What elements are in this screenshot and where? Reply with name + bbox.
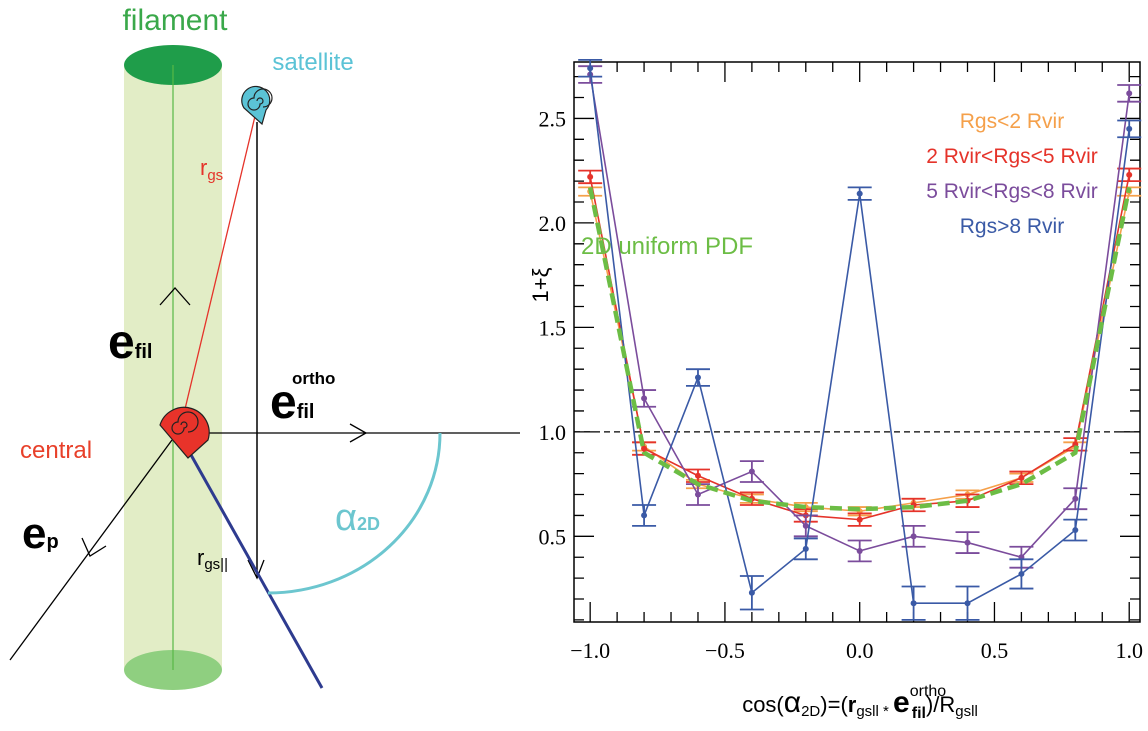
central-label: central (20, 437, 92, 464)
r-gs-line (179, 111, 257, 431)
data-point (641, 512, 648, 519)
y-axis-label: 1+ξ (528, 267, 553, 302)
data-point (1126, 125, 1133, 132)
data-point (694, 491, 701, 498)
curve-label: 2D uniform PDF (581, 233, 753, 260)
x-tick-label: 0.5 (981, 638, 1009, 663)
e-fil-label: efil (108, 316, 152, 369)
data-point (748, 468, 755, 475)
legend-entry: Rgs>8 Rvir (960, 215, 1064, 238)
alpha-label: α2D (335, 497, 380, 539)
data-point (694, 472, 701, 479)
data-point (964, 539, 971, 546)
data-point (802, 545, 809, 552)
e-p-label: ep (22, 509, 59, 558)
data-point (910, 600, 917, 607)
data-point (587, 173, 594, 180)
x-tick-label: 1.0 (1115, 638, 1143, 663)
central-icon (159, 406, 210, 459)
satellite-icon (241, 85, 273, 126)
filament-label: filament (122, 4, 228, 37)
chart: −1.0 −0.5 0.0 0.5 1.0 0.5 1.0 1.5 2.0 2.5 Rgs<2 Rv… (539, 59, 1143, 663)
arrow-head (81, 537, 107, 557)
arrow-head (247, 559, 265, 580)
diagram: filament satellite rgs rgs|| efil efilor… (9, 4, 520, 690)
r-gs-label: rgs (200, 155, 223, 184)
legend-entry: 2 Rvir<Rgs<5 Rvir (926, 145, 1098, 168)
reference-curve (587, 186, 1132, 512)
y-tick-label: 2.5 (539, 106, 567, 131)
data-point (748, 589, 755, 596)
y-tick-label: 1.0 (539, 420, 567, 445)
satellite-projection (184, 445, 324, 689)
legend-entry: Rgs<2 Rvir (960, 110, 1064, 133)
angle-arc (267, 432, 442, 595)
data-point (856, 516, 863, 523)
x-tick-label: 0.0 (846, 638, 874, 663)
data-point (694, 374, 701, 381)
data-point (1072, 527, 1079, 534)
y-tick-label: 1.5 (539, 315, 567, 340)
e-fil-ortho-label: efilortho (270, 369, 335, 429)
data-point (641, 395, 648, 402)
x-tick-label: −0.5 (705, 638, 745, 663)
legend-entry: 5 Rvir<Rgs<8 Rvir (926, 180, 1098, 203)
plot-frame (573, 61, 1141, 623)
data-point (1018, 474, 1025, 481)
x-axis-label: cos(α2D)=(rgsll * eortho fil)/Rgsll (742, 683, 978, 722)
data-point (1018, 570, 1025, 577)
y-tick-label: 0.5 (539, 524, 567, 549)
data-point (910, 533, 917, 540)
satellite-label: satellite (272, 49, 353, 76)
r-gs-par-label: rgs|| (197, 545, 228, 573)
data-point (856, 190, 863, 197)
data-point (1126, 171, 1133, 178)
data-point (964, 600, 971, 607)
data-point (856, 547, 863, 554)
arrow-head (159, 287, 191, 306)
y-tick-label: 2.0 (539, 211, 567, 236)
data-point (1126, 90, 1133, 97)
arrow-head (349, 423, 368, 443)
x-tick-label: −1.0 (570, 638, 610, 663)
data-point (802, 522, 809, 529)
data-point (1072, 495, 1079, 502)
data-point (587, 65, 594, 72)
data-point (641, 445, 648, 452)
e-p-axis (9, 439, 173, 661)
